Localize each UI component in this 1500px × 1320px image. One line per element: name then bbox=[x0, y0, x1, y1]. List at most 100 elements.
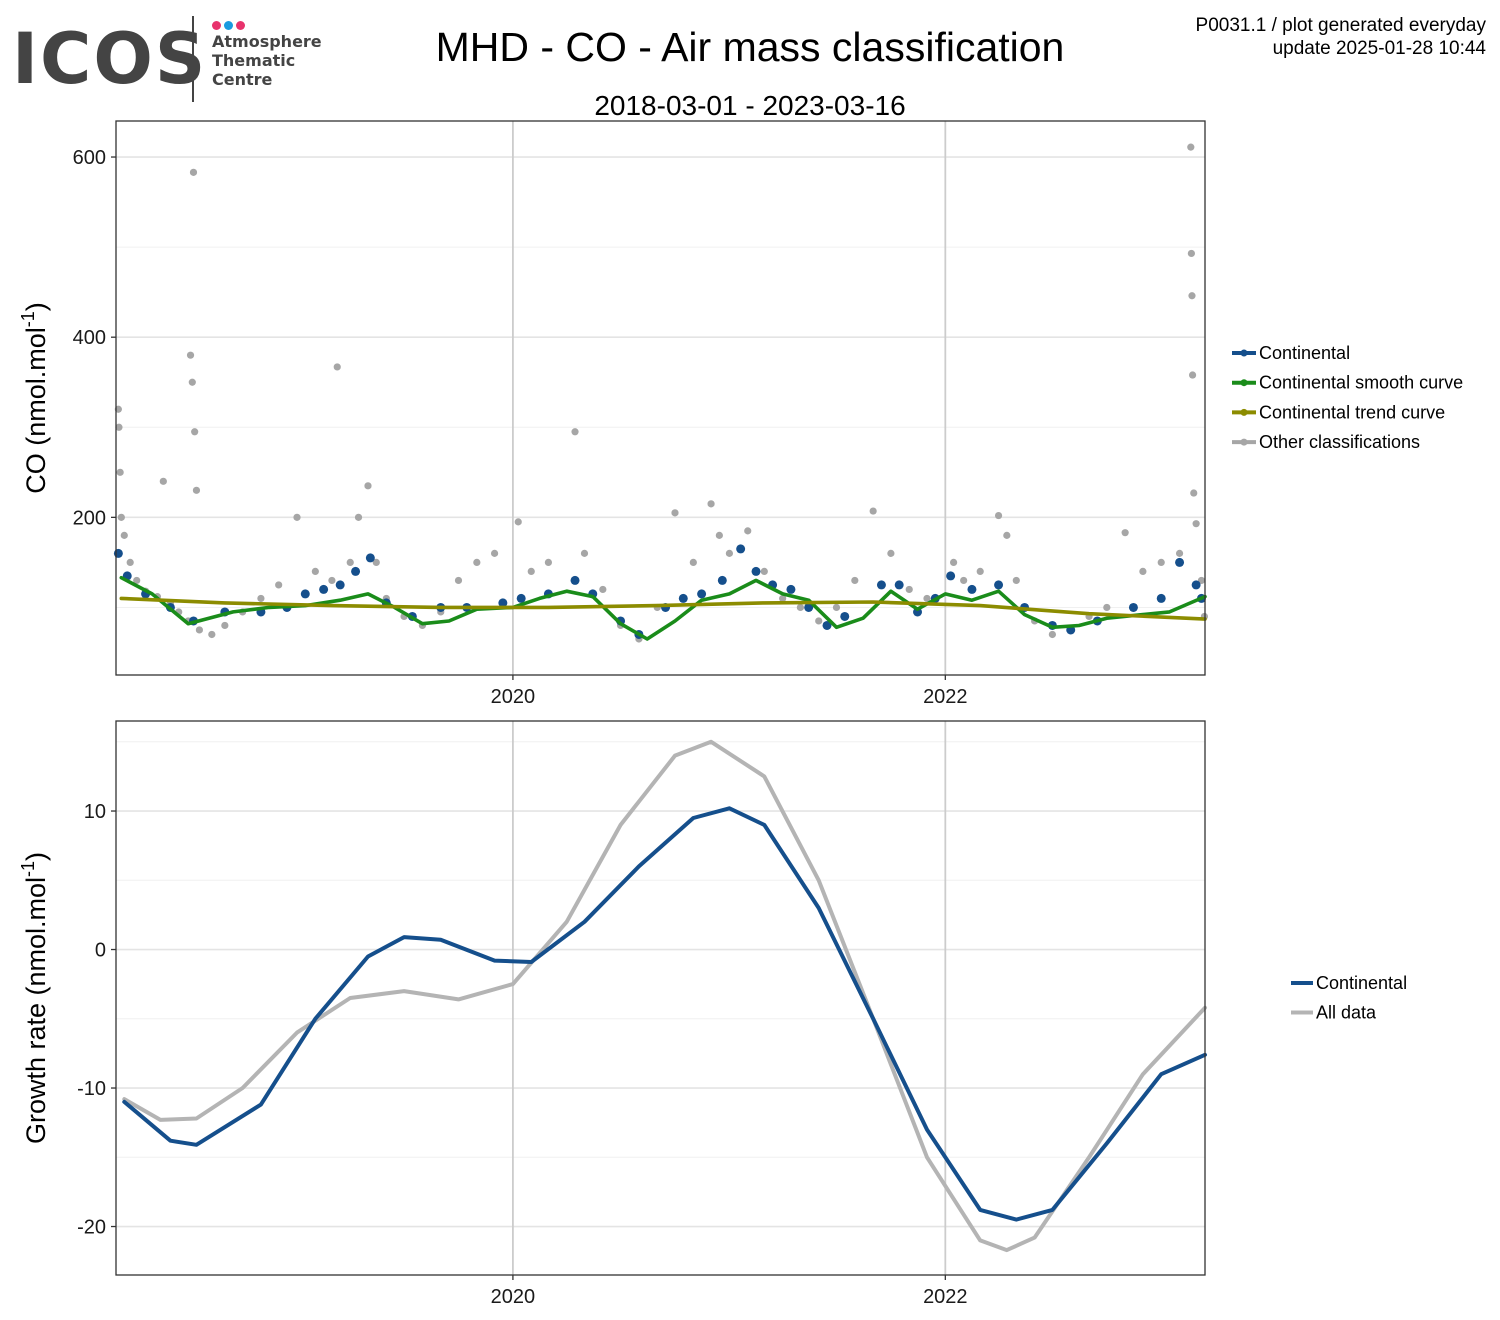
other-classifications-point bbox=[1121, 529, 1129, 537]
y-tick-label: 0 bbox=[95, 940, 106, 962]
continental-point bbox=[736, 544, 746, 554]
other-classifications-point bbox=[760, 567, 768, 576]
other-classifications-point bbox=[715, 531, 723, 539]
x-tick-label: 2022 bbox=[923, 1286, 968, 1308]
y-tick-label: 200 bbox=[73, 507, 106, 529]
other-classifications-point bbox=[725, 549, 734, 557]
growth-rate-chart: -20 -10 0 10 2020 2022 Growth rate (nmol.mol-1… bbox=[18, 720, 1407, 1308]
other-classifications-point bbox=[1187, 249, 1195, 258]
y-axis-label-main: Growth rate (nmol.mol bbox=[21, 877, 51, 1144]
other-classifications-point bbox=[1190, 489, 1198, 497]
logo-divider bbox=[192, 16, 194, 102]
other-classifications-point bbox=[188, 378, 196, 386]
other-classifications-point bbox=[994, 511, 1003, 520]
other-classifications-point bbox=[976, 567, 984, 576]
other-classifications-point bbox=[333, 363, 341, 371]
other-classifications-point bbox=[544, 558, 553, 566]
other-classifications-point bbox=[120, 531, 128, 539]
continental-point bbox=[994, 580, 1004, 590]
y-tick-label: -20 bbox=[77, 1217, 106, 1239]
other-classifications-point bbox=[117, 513, 125, 521]
other-classifications-point bbox=[372, 558, 380, 566]
continental-point bbox=[335, 580, 345, 590]
continental-point bbox=[498, 598, 508, 608]
continental-point bbox=[822, 620, 832, 630]
other-classifications-point bbox=[328, 576, 336, 585]
page-title: MHD - CO - Air mass classification bbox=[435, 24, 1065, 70]
other-classifications-point bbox=[960, 576, 968, 585]
logo-sub-line: Atmosphere bbox=[212, 32, 322, 51]
other-classifications-point bbox=[689, 558, 697, 566]
logo-dot bbox=[224, 21, 233, 30]
legend-key-point bbox=[1240, 379, 1248, 387]
other-classifications-point bbox=[126, 558, 134, 566]
y-axis-label: Growth rate (nmol.mol-1) bbox=[18, 852, 51, 1144]
other-classifications-point bbox=[527, 567, 535, 576]
other-classifications-point bbox=[1103, 603, 1111, 612]
legend-label: Other classifications bbox=[1259, 432, 1420, 452]
y-axis-label-sup: -1 bbox=[18, 311, 38, 327]
continental-point bbox=[516, 593, 526, 603]
continental-point bbox=[570, 575, 580, 585]
other-classifications-point bbox=[905, 585, 913, 594]
other-classifications-point bbox=[346, 558, 354, 566]
other-classifications-point bbox=[571, 428, 579, 436]
continental-point bbox=[967, 584, 977, 594]
y-tick-label: -10 bbox=[77, 1078, 106, 1100]
other-classifications-point bbox=[671, 509, 679, 517]
legend-label: All data bbox=[1316, 1003, 1377, 1023]
other-classifications-point bbox=[208, 630, 216, 639]
other-classifications-point bbox=[191, 428, 199, 436]
other-classifications-point bbox=[1139, 567, 1147, 576]
y-axis-label-main: CO (nmol.mol bbox=[21, 327, 51, 494]
continental-trend-curve-line bbox=[119, 596, 1207, 621]
continental-point bbox=[876, 580, 886, 590]
y-axis-label-sup: -1 bbox=[18, 861, 38, 877]
continental-point bbox=[946, 571, 956, 581]
icos-logo: ICOS Atmosphere Thematic Centre bbox=[12, 14, 332, 104]
other-classifications-point bbox=[1012, 576, 1020, 585]
other-classifications-point bbox=[275, 581, 283, 589]
other-classifications-point bbox=[887, 549, 895, 557]
logo-dot bbox=[236, 21, 245, 30]
continental-point bbox=[1128, 602, 1138, 612]
y-tick-label: 10 bbox=[84, 801, 106, 823]
other-classifications-point bbox=[851, 576, 859, 585]
other-classifications-point bbox=[293, 513, 301, 521]
x-tick-label: 2022 bbox=[923, 686, 968, 708]
other-classifications-point bbox=[796, 603, 804, 612]
continental-point bbox=[804, 602, 814, 612]
continental-point bbox=[1156, 593, 1166, 603]
other-classifications-point bbox=[311, 567, 319, 576]
continental-point bbox=[113, 548, 123, 558]
logo-wordmark: ICOS bbox=[12, 18, 208, 100]
other-classifications-point bbox=[744, 527, 752, 535]
continental-point bbox=[894, 580, 904, 590]
other-classifications-point bbox=[580, 549, 589, 557]
other-classifications-point bbox=[707, 500, 715, 508]
logo-sub-line: Centre bbox=[212, 70, 273, 89]
continental-line bbox=[122, 806, 1207, 1222]
other-classifications-point bbox=[115, 423, 123, 431]
other-classifications-point bbox=[869, 507, 877, 515]
update-timestamp: update 2025-01-28 10:44 bbox=[1272, 38, 1486, 59]
other-classifications-point bbox=[923, 594, 931, 603]
page-subtitle: 2018-03-01 - 2023-03-16 bbox=[594, 90, 906, 121]
y-axis-label: CO (nmol.mol-1) bbox=[18, 302, 51, 494]
co-chart: 200 400 600 2020 2022 CO (nmol.mol-1) Continen… bbox=[18, 120, 1463, 708]
continental-point bbox=[1191, 580, 1201, 590]
other-classifications-point bbox=[1157, 558, 1165, 566]
continental-point bbox=[786, 584, 796, 594]
plot-border bbox=[115, 720, 1206, 1276]
continental-point bbox=[300, 589, 310, 599]
legend-key-point bbox=[1240, 349, 1248, 357]
continental-point bbox=[717, 575, 727, 585]
logo-dots bbox=[212, 17, 248, 30]
generation-note: P0031.1 / plot generated everyday bbox=[1195, 15, 1486, 36]
generation-info: P0031.1 / plot generated everyday update… bbox=[1196, 14, 1486, 60]
continental-point bbox=[351, 566, 361, 576]
other-classifications-point bbox=[1048, 630, 1056, 639]
other-classifications-point bbox=[832, 603, 841, 612]
y-axis-label-end: ) bbox=[21, 302, 51, 311]
